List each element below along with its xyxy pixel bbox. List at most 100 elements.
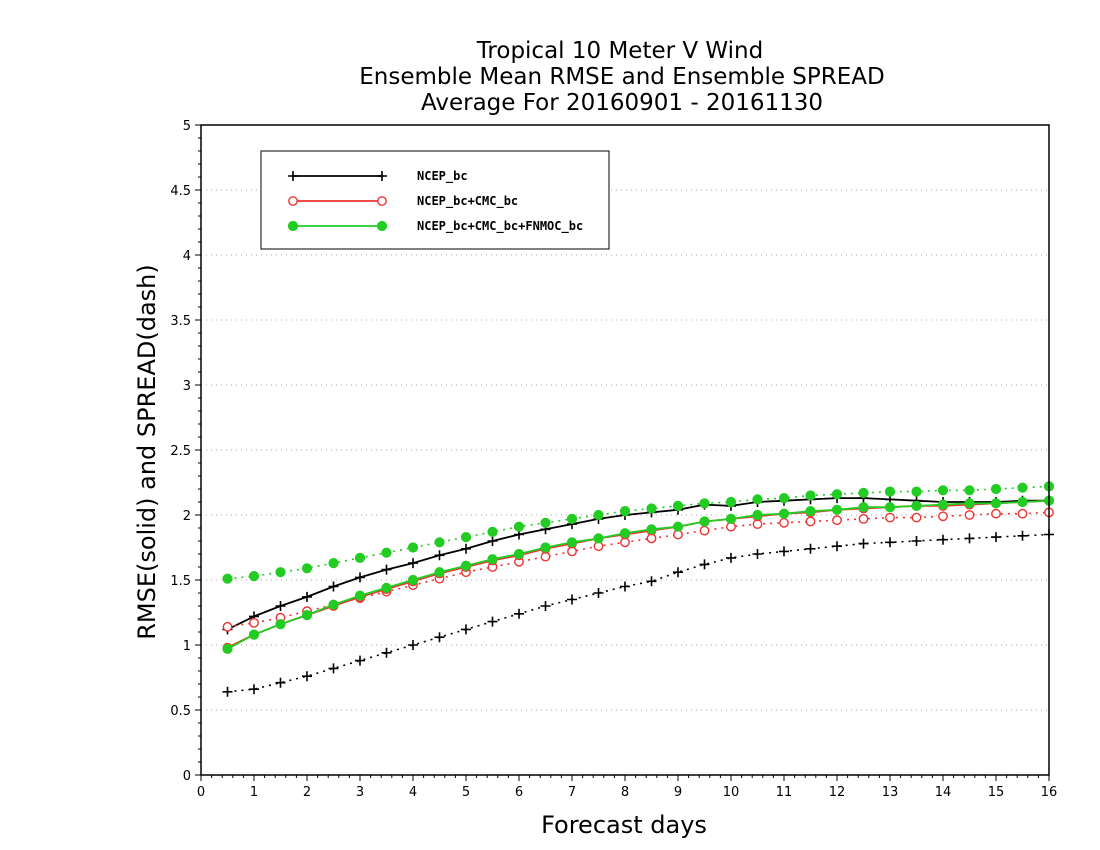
legend-label: NCEP_bc	[417, 169, 468, 184]
spread-point	[884, 486, 896, 497]
y-tick-label: 0.5	[170, 704, 191, 719]
y-tick-label: 0	[183, 769, 191, 784]
rmse-point	[646, 524, 657, 535]
x-tick-label: 5	[462, 785, 470, 800]
y-tick-label: 1	[183, 639, 191, 654]
rmse-point	[381, 564, 392, 575]
x-tick-label: 13	[882, 785, 899, 800]
rmse-point	[248, 629, 260, 640]
spread-point	[407, 542, 419, 553]
spread-point	[805, 543, 816, 554]
x-tick-label: 10	[723, 785, 740, 800]
x-tick-label: 11	[776, 785, 793, 800]
rmse-point	[301, 610, 313, 621]
spread-point	[354, 552, 366, 564]
spread-point	[885, 537, 895, 548]
rmse-point	[355, 572, 365, 583]
spread-point	[858, 487, 869, 498]
rmse-point	[381, 582, 392, 593]
chart-title-line-1: Tropical 10 Meter V Wind	[476, 38, 763, 64]
rmse-point	[752, 509, 763, 521]
spread-point	[938, 511, 948, 522]
spread-point	[513, 521, 525, 532]
rmse-point	[911, 500, 922, 511]
y-tick-label: 4	[183, 249, 191, 264]
series-3	[222, 481, 1055, 655]
rmse-point	[725, 513, 737, 525]
legend: NCEP_bc NCEP_bc+CMC_bc NCEP_bc+CMC_bc+FNMO…	[260, 150, 610, 250]
rmse-point	[990, 498, 1002, 509]
rmse-point	[831, 504, 843, 515]
spread-point	[514, 608, 524, 619]
spread-point	[222, 686, 233, 697]
spread-point	[911, 512, 922, 523]
spread-point	[805, 490, 816, 501]
x-axis-title: Forecast days	[541, 811, 707, 839]
spread-point	[248, 571, 260, 582]
spread-point	[275, 567, 286, 578]
x-tick-label: 0	[197, 785, 205, 800]
x-tick-label: 1	[250, 785, 258, 800]
rmse-point	[513, 548, 525, 560]
spread-point	[222, 621, 233, 632]
spread-point	[1017, 530, 1028, 541]
legend-box	[260, 150, 610, 250]
spread-point	[990, 483, 1002, 495]
rmse-point	[354, 590, 366, 601]
x-tick-label: 8	[621, 785, 629, 800]
legend-item-2: NCEP_bc+CMC_bc	[288, 194, 518, 209]
series-group	[222, 481, 1055, 697]
spread-point	[805, 516, 816, 527]
spread-point	[646, 503, 657, 514]
spread-point	[275, 677, 286, 688]
rmse-point	[593, 533, 604, 544]
y-tick-label: 3.5	[170, 314, 191, 329]
spread-point	[381, 547, 392, 558]
rmse-point	[407, 574, 419, 586]
rmse-point	[434, 567, 445, 578]
spread-point	[779, 546, 789, 557]
spread-point	[1017, 482, 1028, 493]
spread-point	[328, 558, 339, 569]
rmse-point	[328, 581, 339, 592]
spread-point	[832, 541, 842, 552]
spread-point	[593, 588, 604, 598]
y-tick-label: 2.5	[170, 444, 191, 459]
spread-point	[858, 514, 869, 524]
x-tick-label: 6	[515, 785, 523, 800]
spread-point	[434, 632, 445, 643]
spread-point	[540, 601, 551, 611]
rmse-point	[540, 542, 551, 553]
rmse-point	[275, 619, 286, 630]
legend-label: NCEP_bc+CMC_bc	[417, 194, 518, 209]
rmse-point	[460, 560, 472, 571]
x-tick-label: 15	[988, 785, 1005, 800]
rmse-point	[408, 558, 418, 569]
rmse-point	[461, 543, 471, 554]
spread-point	[752, 494, 763, 505]
spread-point	[328, 663, 339, 674]
spread-point	[991, 508, 1001, 519]
rmse-point	[275, 601, 286, 611]
rmse-point	[487, 536, 498, 546]
spread-point	[964, 533, 975, 544]
spread-point	[937, 485, 949, 496]
spread-point	[752, 549, 763, 559]
spread-point	[460, 532, 472, 543]
legend-marker	[377, 196, 387, 206]
spread-point	[567, 594, 577, 605]
spread-point	[620, 581, 630, 592]
rmse-point	[858, 502, 869, 513]
chart-title-line-2: Ensemble Mean RMSE and Ensemble SPREAD	[359, 64, 884, 90]
legend-item-1: NCEP_bc	[288, 169, 468, 184]
spread-point	[726, 552, 736, 563]
rmse-point	[1017, 496, 1028, 508]
x-tick-label: 4	[409, 785, 417, 800]
spread-point	[964, 485, 975, 496]
spread-point	[249, 618, 259, 628]
spread-point	[673, 567, 683, 578]
spread-point	[672, 500, 684, 511]
rmse-point	[328, 599, 339, 610]
rmse-point	[302, 591, 312, 602]
